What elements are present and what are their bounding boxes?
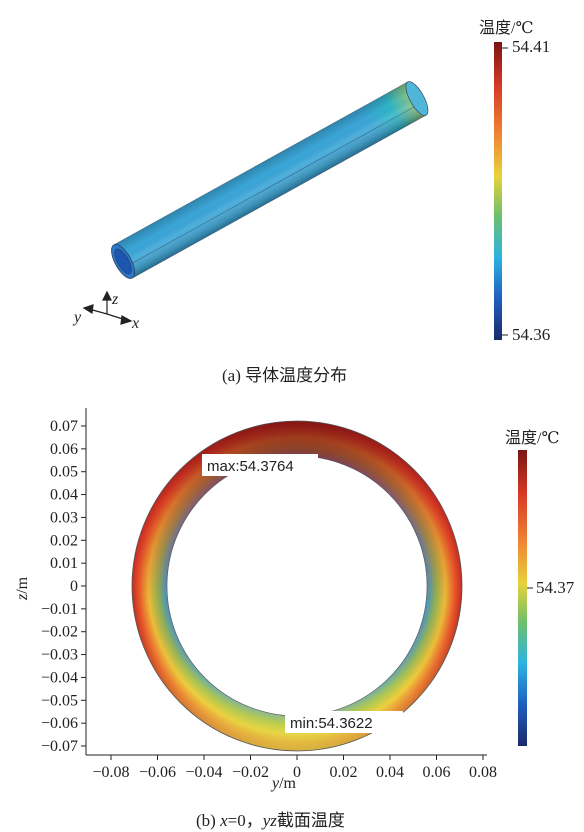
y-tick-label: 0	[70, 578, 78, 595]
x-tick-label: 0.04	[376, 764, 404, 781]
conductor-cylinder	[111, 81, 429, 279]
axis-triad	[82, 290, 133, 325]
x-tick-label: 0.02	[330, 764, 358, 781]
y-tick-label: 0.07	[50, 418, 78, 435]
colorbar-a-min: 54.36	[512, 325, 551, 344]
y-tick-label: 0.05	[50, 464, 78, 481]
y-tick-label: 0.01	[50, 555, 78, 572]
colorbar-a-max: 54.41	[512, 37, 551, 56]
y-tick-label: −0.04	[41, 669, 78, 686]
panel-b-caption: (b) x=0，yz截面温度	[196, 811, 345, 830]
max-annotation: max:54.3764	[207, 458, 294, 475]
panel-a-caption: (a) 导体温度分布	[222, 366, 348, 385]
y-ticks: 0.07 0.06 0.05 0.04 0.03 0.02 0.01 0 −0.01 −0.02 −…	[41, 418, 86, 755]
y-tick-label: −0.02	[41, 624, 78, 641]
x-tick-label: −0.04	[185, 764, 222, 781]
colorbar-a-title: 温度/℃	[479, 20, 534, 37]
colorbar-b-title: 温度/℃	[505, 430, 560, 447]
y-tick-label: −0.03	[41, 647, 78, 664]
y-tick-label: 0.04	[50, 487, 78, 504]
colorbar-b	[518, 450, 527, 746]
x-tick-label: 0.06	[423, 764, 451, 781]
y-tick-label: 0.02	[50, 532, 78, 549]
triad-x-label: x	[131, 315, 139, 332]
panel-b-figure: 0.070.060.050.040.030.020.010−0.01−0.02−…	[14, 408, 533, 792]
triad-z-label: z	[111, 291, 119, 308]
y-tick-label: −0.05	[41, 692, 78, 709]
colorbar-a	[494, 42, 502, 340]
y-tick-label: −0.01	[41, 601, 78, 618]
triad-y-label: y	[72, 309, 82, 326]
x-axis-label: y/m	[270, 775, 297, 792]
x-ticks: −0.08 −0.06 −0.04 −0.02 0 0.02 0.04 0.06 0.08	[92, 755, 497, 781]
x-tick-label: 0	[293, 764, 301, 781]
x-tick-label: 0.08	[469, 764, 497, 781]
y-tick-label: 0.03	[50, 509, 78, 526]
min-annotation-box	[285, 711, 403, 733]
x-tick-label: −0.02	[232, 764, 269, 781]
panel-a-figure: z y x	[72, 42, 508, 340]
y-tick-label: −0.07	[41, 738, 78, 755]
x-tick-label: −0.08	[92, 764, 129, 781]
y-tick-label: −0.06	[41, 715, 78, 732]
y-tick-label: 0.06	[50, 441, 78, 458]
min-annotation: min:54.3622	[290, 715, 373, 732]
x-tick-label: −0.06	[139, 764, 176, 781]
y-axis-label: z/m	[14, 576, 31, 601]
colorbar-b-mid: 54.37	[536, 578, 575, 597]
max-annotation-box	[202, 454, 318, 476]
